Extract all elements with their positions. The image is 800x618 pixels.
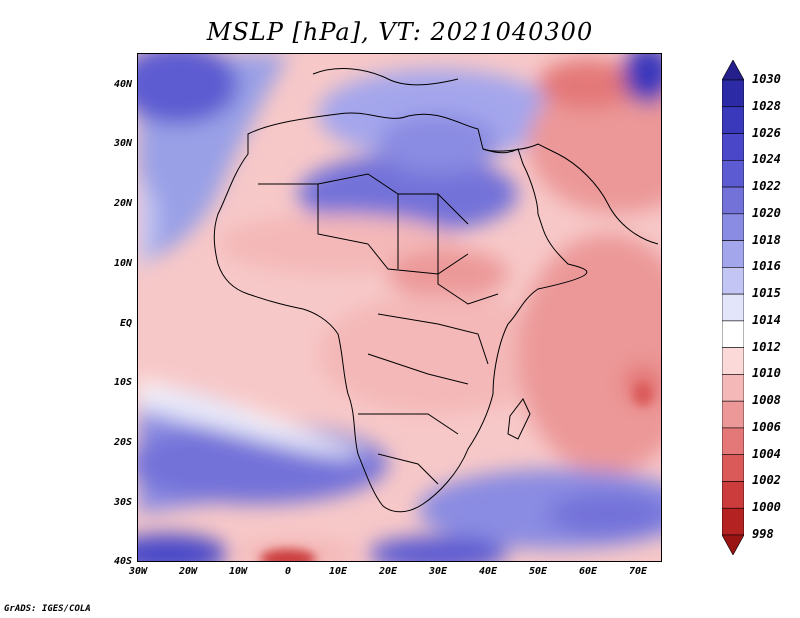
lon-label-40e: 40E xyxy=(478,566,498,577)
colorbar-segment xyxy=(722,186,744,215)
colorbar-label: 1006 xyxy=(752,419,781,434)
lon-label-20w: 20W xyxy=(178,566,198,577)
lon-label-10w: 10W xyxy=(228,566,248,577)
colorbar-label: 1000 xyxy=(752,500,781,515)
colorbar-label: 1004 xyxy=(752,446,781,461)
colorbar-label: 1015 xyxy=(752,286,781,301)
footer-credit: GrADS: IGES/COLA xyxy=(4,604,91,614)
lon-label-10e: 10E xyxy=(328,566,348,577)
colorbar-label: 998 xyxy=(752,527,774,541)
colorbar-label: 1016 xyxy=(752,259,781,274)
colorbar xyxy=(722,60,744,555)
colorbar-label: 1024 xyxy=(752,152,781,167)
colorbar-segment xyxy=(722,293,744,322)
colorbar-segment xyxy=(722,374,744,402)
colorbar-label: 1022 xyxy=(752,179,781,194)
lon-label-20e: 20E xyxy=(378,566,398,577)
lon-label-60e: 60E xyxy=(578,566,598,577)
lon-label-30w: 30W xyxy=(128,566,148,577)
lat-label-40n: 40N xyxy=(113,79,132,90)
colorbar-segment xyxy=(722,106,744,134)
lon-label-50e: 50E xyxy=(528,566,548,577)
colorbar-label: 1026 xyxy=(752,125,781,140)
colorbar-label: 1008 xyxy=(752,393,781,408)
lat-label-eq: EQ xyxy=(119,318,132,329)
colorbar-segment xyxy=(722,427,744,456)
lat-label-20s: 20S xyxy=(113,437,132,448)
pressure-field xyxy=(138,54,661,561)
colorbar-label: 1018 xyxy=(752,232,781,247)
colorbar-segment xyxy=(722,400,744,429)
lat-label-40s: 40S xyxy=(113,556,132,567)
colorbar-label: 1014 xyxy=(752,312,781,327)
colorbar-cap-top xyxy=(722,60,744,81)
low-pressure-cells xyxy=(260,382,653,561)
lon-label-70e: 70E xyxy=(628,566,648,577)
pressure-blobs xyxy=(138,54,661,561)
colorbar-segment xyxy=(722,240,744,268)
colorbar-segment xyxy=(722,481,744,509)
colorbar-segment xyxy=(722,267,744,295)
coastlines xyxy=(213,68,659,513)
lon-label-0: 0 xyxy=(284,566,292,577)
map-title: MSLP [hPa], VT: 2021040300 xyxy=(206,18,594,46)
colorbar-label: 1030 xyxy=(752,72,781,86)
lon-label-30e: 30E xyxy=(428,566,448,577)
colorbar-label: 1020 xyxy=(752,205,781,220)
colorbar-segment xyxy=(722,159,744,188)
colorbar-segment xyxy=(722,79,744,108)
colorbar-segment xyxy=(722,347,744,375)
lat-label-20n: 20N xyxy=(113,198,132,209)
lat-label-10s: 10S xyxy=(113,377,132,388)
colorbar-segment xyxy=(722,507,744,536)
colorbar-label: 1010 xyxy=(752,366,781,381)
colorbar-segment xyxy=(722,454,744,482)
colorbar-segment xyxy=(722,213,744,241)
colorbar-segment xyxy=(722,320,744,348)
lat-label-30s: 30S xyxy=(113,497,132,508)
map-plot xyxy=(137,53,662,562)
colorbar-label: 1012 xyxy=(752,339,781,354)
colorbar-label: 1028 xyxy=(752,98,781,113)
colorbar-segment xyxy=(722,133,744,161)
lat-label-10n: 10N xyxy=(113,258,132,269)
colorbar-label: 1002 xyxy=(752,473,781,488)
lat-label-30n: 30N xyxy=(113,138,132,149)
colorbar-cap-bottom xyxy=(722,534,744,555)
